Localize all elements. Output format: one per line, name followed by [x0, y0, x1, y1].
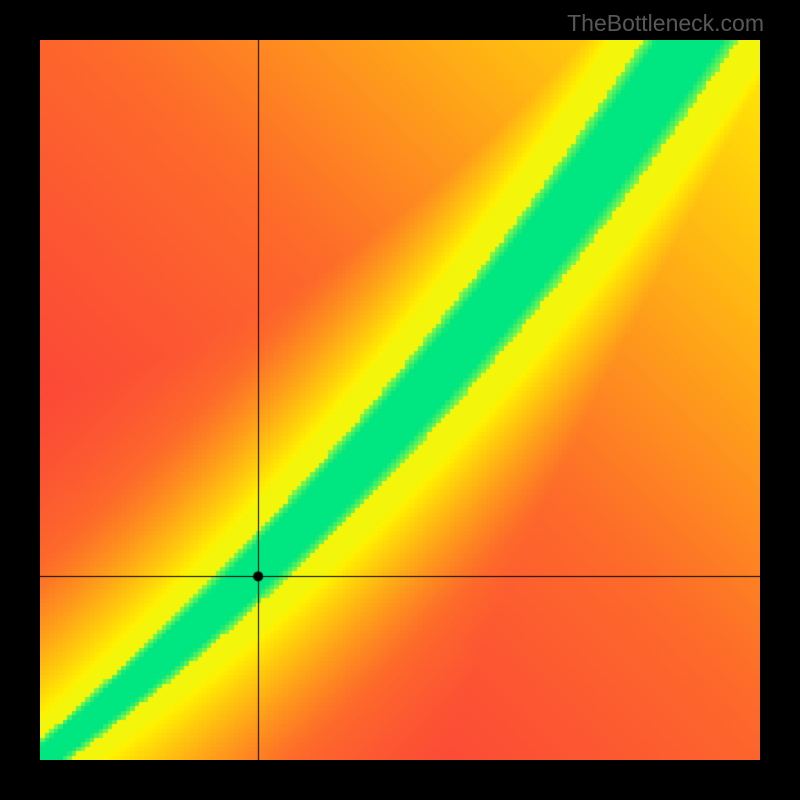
chart-stage: TheBottleneck.com: [0, 0, 800, 800]
watermark-text: TheBottleneck.com: [567, 10, 764, 37]
bottleneck-heatmap: [40, 40, 760, 760]
